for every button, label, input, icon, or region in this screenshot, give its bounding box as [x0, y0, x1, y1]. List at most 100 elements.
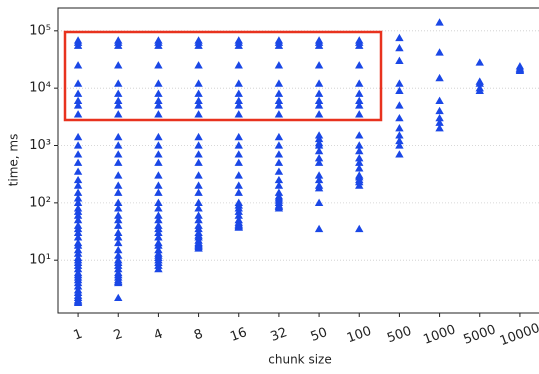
point — [274, 79, 284, 87]
point — [314, 141, 324, 149]
point — [314, 134, 324, 143]
point — [114, 110, 123, 118]
point — [234, 188, 243, 196]
point — [234, 171, 243, 179]
point — [114, 89, 123, 97]
point — [114, 238, 123, 247]
point — [73, 224, 83, 233]
point — [274, 61, 284, 69]
point — [114, 171, 123, 179]
point — [314, 175, 324, 184]
point — [274, 101, 284, 109]
point — [73, 188, 83, 196]
point — [114, 228, 123, 236]
point — [114, 245, 123, 254]
point — [234, 158, 243, 166]
point — [274, 204, 284, 212]
point — [395, 113, 404, 122]
point — [234, 141, 243, 149]
point — [114, 79, 123, 87]
point — [114, 221, 123, 229]
point — [194, 61, 203, 69]
point — [274, 150, 284, 158]
point — [73, 228, 83, 236]
point — [194, 224, 203, 233]
point — [234, 89, 243, 97]
point — [395, 43, 404, 52]
x-axis-label: chunk size — [268, 353, 331, 367]
point — [154, 132, 163, 141]
point — [73, 96, 83, 105]
point — [234, 150, 243, 158]
point — [114, 204, 123, 212]
point — [314, 110, 324, 118]
point — [234, 79, 243, 87]
x-tick-label: 1000 — [421, 322, 457, 347]
point — [355, 181, 364, 189]
point — [194, 101, 203, 109]
point — [114, 158, 123, 166]
point — [234, 207, 243, 215]
x-tick-label: 16 — [228, 325, 249, 345]
point — [73, 264, 83, 273]
point — [73, 89, 83, 97]
point — [194, 215, 203, 224]
point — [395, 124, 404, 132]
point — [73, 132, 83, 141]
point — [234, 101, 243, 109]
point — [114, 132, 123, 141]
point — [355, 79, 364, 87]
point — [194, 171, 203, 179]
point — [114, 264, 123, 273]
point — [395, 150, 404, 158]
point — [154, 101, 163, 109]
point — [114, 96, 123, 105]
point — [114, 211, 123, 219]
point — [194, 204, 203, 212]
point — [314, 89, 324, 97]
point — [154, 150, 163, 158]
point — [114, 101, 123, 109]
point — [194, 158, 203, 166]
point — [314, 79, 324, 87]
point — [475, 58, 484, 66]
point — [154, 41, 163, 49]
point — [234, 110, 243, 118]
point — [314, 224, 324, 233]
point — [435, 96, 444, 105]
point — [274, 96, 284, 105]
point — [73, 61, 83, 69]
x-tick-label: 5000 — [462, 322, 498, 347]
point — [73, 79, 83, 87]
x-tick-label: 32 — [269, 325, 290, 345]
point — [234, 132, 243, 141]
point — [355, 158, 364, 166]
point — [355, 61, 364, 69]
point — [274, 132, 284, 141]
point — [314, 171, 324, 179]
point — [395, 101, 404, 109]
point — [234, 223, 243, 231]
point — [154, 158, 163, 166]
point — [274, 41, 284, 49]
point — [73, 194, 83, 202]
point — [435, 106, 444, 115]
point — [355, 110, 364, 118]
point — [435, 73, 444, 82]
point — [154, 198, 163, 207]
point — [274, 181, 284, 189]
point — [73, 181, 83, 189]
point — [154, 228, 163, 236]
point — [194, 89, 203, 97]
y-tick-label: 10² — [29, 195, 51, 210]
point — [395, 131, 404, 139]
point — [154, 181, 163, 189]
point — [73, 298, 83, 307]
point — [194, 141, 203, 149]
point — [114, 61, 123, 69]
point — [314, 146, 324, 155]
marks — [58, 18, 539, 307]
plot-frame — [57, 7, 539, 314]
point — [314, 184, 324, 192]
point — [234, 41, 243, 49]
